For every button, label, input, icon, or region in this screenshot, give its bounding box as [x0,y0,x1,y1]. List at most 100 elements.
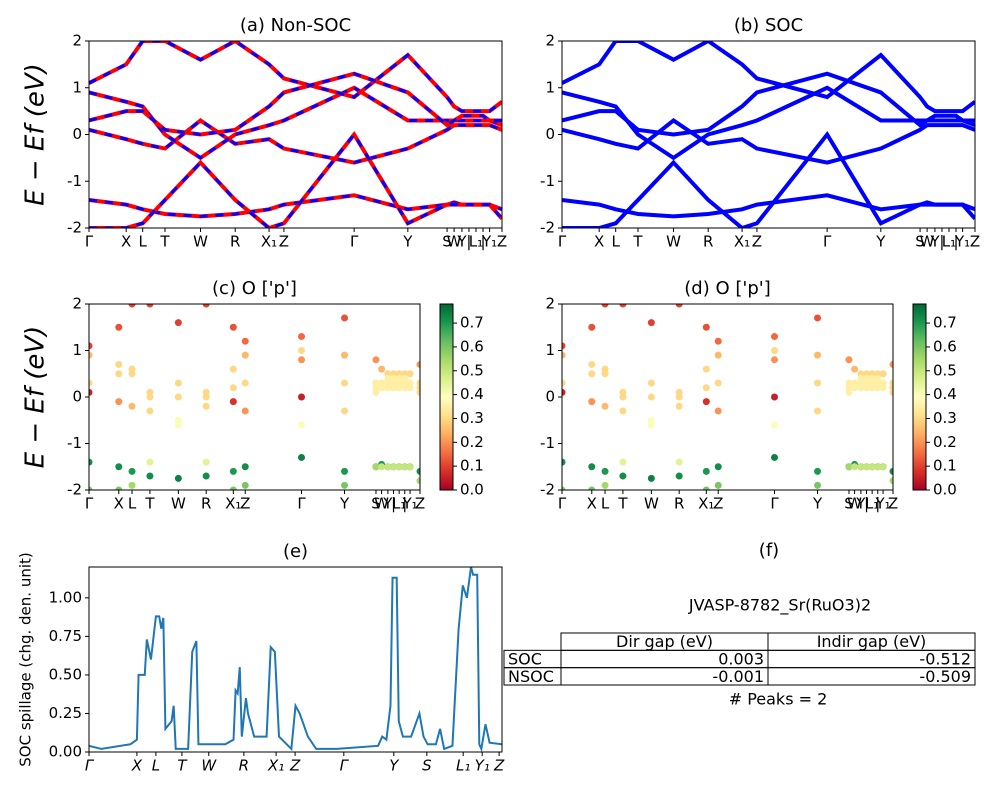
y-tick-label: -1 [67,172,82,190]
point [588,323,596,331]
x-tick-label: S [422,757,432,775]
colorbar-tick-label: 0.0 [933,481,957,499]
x-tick-label: L [612,233,621,251]
band-line [562,71,975,137]
point [714,379,722,387]
x-tick-label: Y [855,495,866,513]
x-tick-label: W [644,495,659,513]
x-tick-label: R [230,233,240,251]
x-tick-label: X [114,495,124,513]
point [814,481,822,489]
cell [767,667,976,686]
point [174,319,182,327]
point [416,360,420,368]
point [619,458,627,466]
point [384,374,392,382]
y-tick-label: 1 [72,78,82,96]
y-tick-label: -2 [540,219,555,237]
x-tick-label: X₁ [261,233,277,251]
band-overlay [89,118,502,165]
point [298,393,306,401]
point [675,458,683,466]
x-tick-label: | [391,495,396,513]
point [341,351,349,359]
x-tick-label: Z [497,233,507,251]
point [874,374,882,382]
x-tick-label: | [864,495,869,513]
x-tick-label: S [371,495,381,513]
band-overlay [89,41,502,113]
point [115,486,123,490]
axes-frame [561,40,976,229]
x-tick-label: Y₁ [874,495,890,513]
x-tick-label: R [674,495,684,513]
x-tick-label: L [139,233,148,251]
x-tick-label: Z [279,233,289,251]
x-tick-label: T [144,495,155,513]
point [851,365,859,373]
x-tick-label: Z [888,495,898,513]
point [174,474,182,482]
point [401,463,409,471]
x-tick-label: | [402,495,407,513]
y-tick-label: 2 [72,295,82,313]
colorbar [912,303,927,491]
point [341,379,349,387]
x-tick-label: Y [456,233,467,251]
x-tick-label: W [171,495,186,513]
point [416,379,420,387]
x-tick-label: | [939,233,944,251]
point [229,486,237,490]
point [889,360,893,368]
y-tick-label: -1 [540,434,555,452]
x-tick-label: X₁ [734,233,750,251]
colorbar-tick-label: 0.7 [933,314,957,332]
point [406,379,414,387]
point [146,472,154,480]
y-tick-label: 2 [545,295,555,313]
x-tick-label: W [193,233,208,251]
point [619,407,627,415]
point [702,384,710,392]
point [814,407,822,415]
point [714,481,722,489]
point [647,474,655,482]
point [702,398,710,406]
point [395,463,403,471]
point [562,379,566,387]
colorbar-tick-label: 0.1 [460,457,484,475]
x-tick-label: Γ [85,495,94,513]
y-tick-label: -1 [540,172,555,190]
x-tick-label: L [128,495,137,513]
x-tick-label: X₁ [698,495,714,513]
point [857,463,865,471]
point [601,402,609,410]
point [241,407,249,415]
y-tick-label: 0 [72,125,82,143]
point [128,467,136,475]
point [814,467,822,475]
point [601,304,609,308]
point [128,370,136,378]
point [174,393,182,401]
x-tick-label: W [201,757,217,775]
footer: # Peaks = 2 [729,690,828,709]
band-line [562,85,975,161]
point [588,486,596,490]
x-tick-label: Z [415,495,425,513]
chart-title: (f) [759,540,779,561]
point [146,458,154,466]
colorbar-tick-label: 0.4 [460,385,484,403]
point [868,374,876,382]
point [647,421,655,429]
x-tick-label: L₁ [392,495,406,513]
point [174,421,182,429]
y-tick-label: 2 [545,32,555,50]
x-tick-label: R [703,233,713,251]
y-tick-label: -2 [67,219,82,237]
x-tick-label: Y [929,233,940,251]
band-line [89,567,502,752]
band-line [562,130,975,228]
point [378,379,386,387]
